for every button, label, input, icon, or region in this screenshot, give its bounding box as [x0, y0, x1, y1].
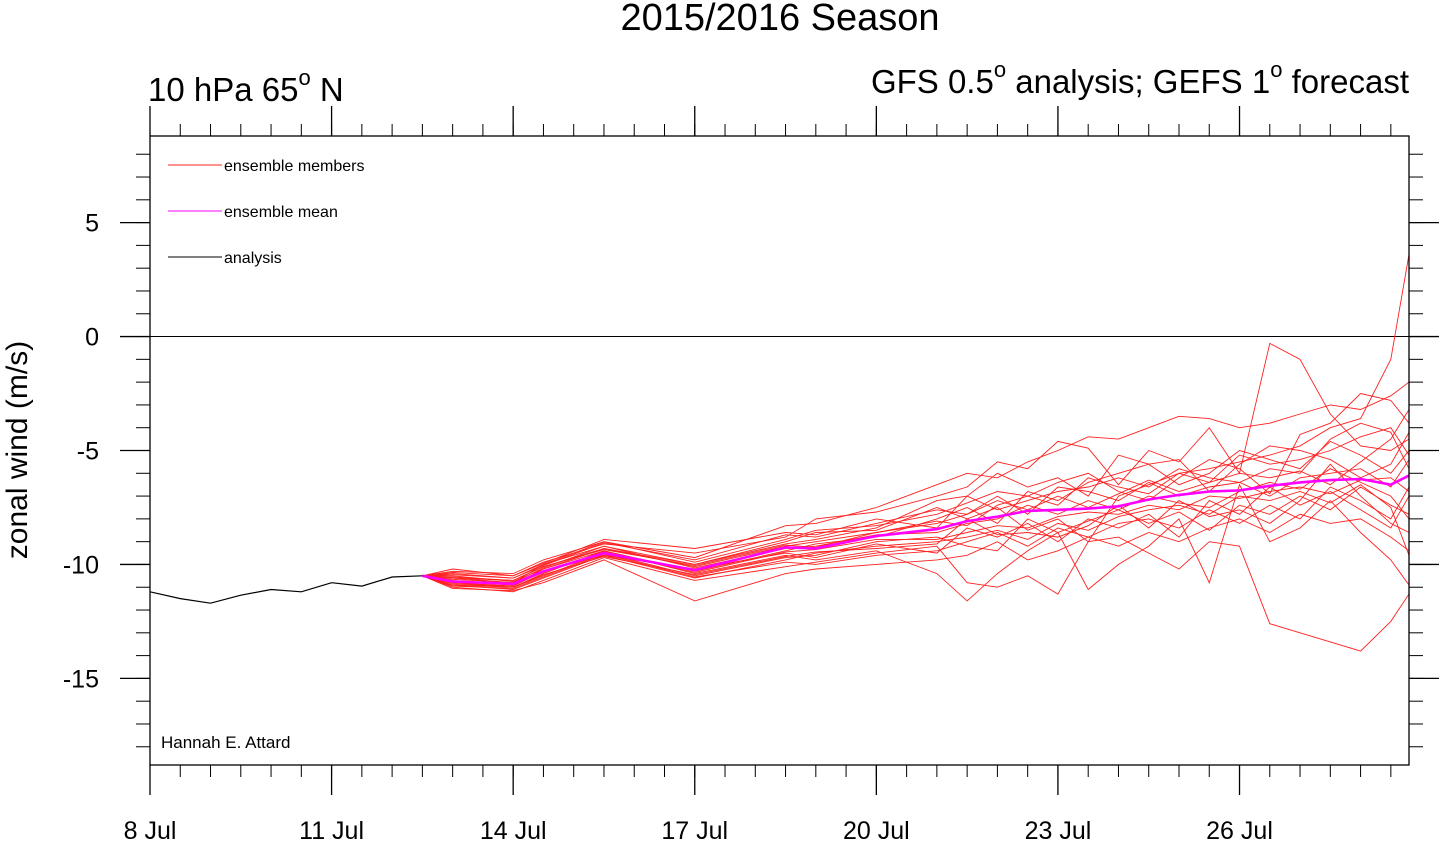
- subtitle-right-sup1: o: [994, 57, 1006, 82]
- ensemble-member-line: [422, 342, 1409, 577]
- ensemble-member-line: [422, 422, 1409, 577]
- plot-frame: [149, 135, 1410, 766]
- x-tick-label: 8 Jul: [124, 817, 177, 842]
- x-tick-label: 26 Jul: [1206, 817, 1273, 842]
- ensemble-member-line: [422, 254, 1409, 584]
- credit-text: Hannah E. Attard: [161, 733, 290, 752]
- axis-ticks: [120, 106, 1439, 795]
- subtitle-right-text2: analysis; GEFS 1: [1006, 63, 1270, 100]
- x-tick-label: 14 Jul: [480, 817, 547, 842]
- x-tick-label: 23 Jul: [1025, 817, 1092, 842]
- x-tick-label: 11 Jul: [299, 817, 364, 842]
- ensemble-member-line: [422, 483, 1409, 602]
- ensemble-member-line: [422, 393, 1409, 579]
- y-tick-label: -5: [77, 438, 99, 466]
- subtitle-left-sup: o: [298, 65, 310, 90]
- analysis-line: [150, 575, 423, 604]
- y-tick-label: 0: [85, 324, 99, 352]
- chart-title: 2015/2016 Season: [620, 0, 939, 39]
- subtitle-right: GFS 0.5o analysis; GEFS 1o forecast: [871, 57, 1409, 100]
- y-tick-label: 5: [85, 210, 99, 238]
- ensemble-member-line: [422, 463, 1409, 588]
- subtitle-right-text1: GFS 0.5: [871, 63, 994, 100]
- y-axis-label: zonal wind (m/s): [1, 341, 34, 559]
- subtitle-left: 10 hPa 65o N: [148, 65, 344, 108]
- legend-label: ensemble members: [224, 158, 365, 175]
- ensemble-member-line: [422, 513, 1409, 602]
- legend: ensemble members ensemble mean analysis: [168, 158, 365, 267]
- subtitle-right-sup2: o: [1270, 57, 1282, 82]
- ensemble-member-line: [422, 484, 1409, 590]
- legend-label: analysis: [224, 250, 282, 267]
- x-tick-label: 17 Jul: [661, 817, 728, 842]
- subtitle-left-after: N: [311, 71, 344, 108]
- ensemble-member-line: [422, 427, 1409, 581]
- ensemble-member-line: [422, 432, 1409, 582]
- y-tick-label: -10: [63, 551, 99, 579]
- plot-lines: [150, 254, 1409, 652]
- axis-tick-labels: 8 Jul 11 Jul 14 Jul 17 Jul 20 Jul 23 Jul 26 Ju…: [63, 210, 1273, 842]
- ensemble-mean-line: [422, 474, 1409, 586]
- x-tick-label: 20 Jul: [843, 817, 910, 842]
- ensemble-member-line: [422, 486, 1409, 589]
- subtitle-left-text: 10 hPa 65: [148, 71, 298, 108]
- subtitle-right-text3: forecast: [1282, 63, 1409, 100]
- legend-label: ensemble mean: [224, 204, 338, 221]
- ensemble-member-line: [422, 381, 1409, 577]
- ensemble-member-line: [422, 536, 1409, 652]
- y-tick-label: -15: [63, 665, 99, 693]
